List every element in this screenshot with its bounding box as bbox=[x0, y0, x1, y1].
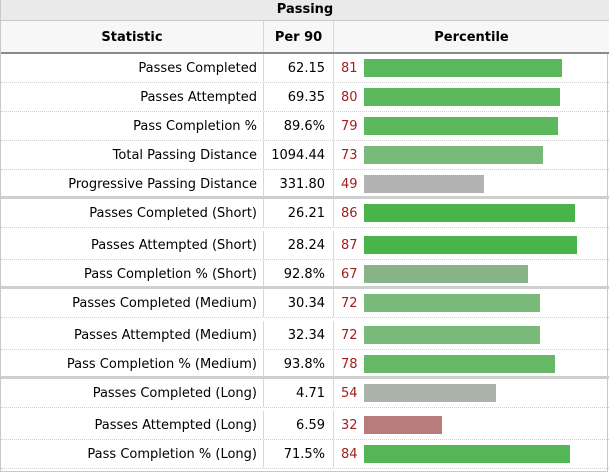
table-title: Passing bbox=[1, 0, 609, 21]
percentile-cell: 79 bbox=[334, 112, 609, 140]
header-statistic[interactable]: Statistic bbox=[1, 21, 264, 52]
percentile-bar bbox=[364, 175, 484, 193]
per90-value: 93.8% bbox=[264, 350, 334, 378]
table-row: Pass Completion % (Long) 71.5% 84 bbox=[1, 440, 609, 469]
per90-value: 69.35 bbox=[264, 83, 334, 111]
percentile-value: 81 bbox=[341, 60, 358, 76]
table-row: Passes Attempted (Long) 6.59 32 bbox=[1, 411, 609, 440]
percentile-cell: 81 bbox=[334, 54, 609, 82]
percentile-bar bbox=[364, 265, 528, 283]
percentile-bar bbox=[364, 59, 562, 77]
percentile-value: 87 bbox=[341, 237, 358, 253]
percentile-cell: 54 bbox=[334, 379, 609, 407]
percentile-cell: 84 bbox=[334, 440, 609, 468]
stat-name: Passes Attempted (Long) bbox=[1, 411, 264, 439]
per90-value: 92.8% bbox=[264, 260, 334, 288]
percentile-value: 80 bbox=[341, 89, 358, 105]
stat-name: Passes Completed (Short) bbox=[1, 199, 264, 227]
percentile-cell: 67 bbox=[334, 260, 609, 288]
percentile-cell: 80 bbox=[334, 83, 609, 111]
table-row: Passes Completed (Long) 4.71 54 bbox=[1, 376, 609, 408]
stat-name: Pass Completion % (Long) bbox=[1, 440, 264, 468]
percentile-value: 84 bbox=[341, 446, 358, 462]
stat-name: Passes Completed (Medium) bbox=[1, 289, 264, 317]
percentile-value: 72 bbox=[341, 295, 358, 311]
percentile-bar bbox=[364, 88, 560, 106]
stat-name: Progressive Passing Distance bbox=[1, 170, 264, 198]
per90-value: 1094.44 bbox=[264, 141, 334, 169]
percentile-value: 67 bbox=[341, 266, 358, 282]
table-row: Total Passing Distance 1094.44 73 bbox=[1, 141, 609, 170]
per90-value: 331.80 bbox=[264, 170, 334, 198]
header-per90[interactable]: Per 90 bbox=[264, 21, 334, 52]
percentile-cell: 78 bbox=[334, 350, 609, 378]
percentile-bar bbox=[364, 204, 575, 222]
percentile-cell: 86 bbox=[334, 199, 609, 227]
percentile-value: 86 bbox=[341, 205, 358, 221]
table-row: Passes Attempted (Short) 28.24 87 bbox=[1, 231, 609, 260]
stat-name: Pass Completion % (Short) bbox=[1, 260, 264, 288]
per90-value: 28.24 bbox=[264, 231, 334, 259]
stat-name: Passes Completed bbox=[1, 54, 264, 82]
table-row: Pass Completion % (Medium) 93.8% 78 bbox=[1, 350, 609, 379]
stat-name: Passes Attempted (Short) bbox=[1, 231, 264, 259]
percentile-cell: 73 bbox=[334, 141, 609, 169]
per90-value: 4.71 bbox=[264, 379, 334, 407]
percentile-bar bbox=[364, 445, 570, 463]
table-row: Pass Completion % 89.6% 79 bbox=[1, 112, 609, 141]
per90-value: 89.6% bbox=[264, 112, 334, 140]
percentile-cell: 49 bbox=[334, 170, 609, 198]
table-row: Pass Completion % (Short) 92.8% 67 bbox=[1, 260, 609, 289]
percentile-bar bbox=[364, 416, 442, 434]
percentile-cell: 87 bbox=[334, 231, 609, 259]
percentile-value: 78 bbox=[341, 356, 358, 372]
per90-value: 71.5% bbox=[264, 440, 334, 468]
percentile-value: 32 bbox=[341, 417, 358, 433]
percentile-cell: 72 bbox=[334, 321, 609, 349]
header-percentile[interactable]: Percentile bbox=[434, 30, 509, 45]
stat-name: Passes Attempted (Medium) bbox=[1, 321, 264, 349]
percentile-bar bbox=[364, 146, 543, 164]
stat-name: Total Passing Distance bbox=[1, 141, 264, 169]
table-header: Statistic Per 90 Percentile bbox=[1, 21, 609, 54]
table-row: Passes Attempted 69.35 80 bbox=[1, 83, 609, 112]
table-row: Passes Completed (Medium) 30.34 72 bbox=[1, 286, 609, 318]
percentile-bar bbox=[364, 294, 540, 312]
percentile-bar bbox=[364, 326, 540, 344]
stat-name: Pass Completion % (Medium) bbox=[1, 350, 264, 378]
per90-value: 26.21 bbox=[264, 199, 334, 227]
percentile-value: 72 bbox=[341, 327, 358, 343]
table-row: Passes Completed (Short) 26.21 86 bbox=[1, 196, 609, 228]
percentile-bar bbox=[364, 236, 577, 254]
per90-value: 62.15 bbox=[264, 54, 334, 82]
percentile-value: 49 bbox=[341, 176, 358, 192]
table-row: Progressive Passing Distance 331.80 49 bbox=[1, 170, 609, 199]
stat-name: Pass Completion % bbox=[1, 112, 264, 140]
percentile-value: 73 bbox=[341, 147, 358, 163]
table-row: Passes Attempted (Medium) 32.34 72 bbox=[1, 321, 609, 350]
per90-value: 32.34 bbox=[264, 321, 334, 349]
stat-name: Passes Attempted bbox=[1, 83, 264, 111]
percentile-cell: 72 bbox=[334, 289, 609, 317]
percentile-bar bbox=[364, 117, 558, 135]
percentile-bar bbox=[364, 384, 496, 402]
per90-value: 30.34 bbox=[264, 289, 334, 317]
per90-value: 6.59 bbox=[264, 411, 334, 439]
percentile-value: 54 bbox=[341, 385, 358, 401]
stat-name: Passes Completed (Long) bbox=[1, 379, 264, 407]
percentile-bar bbox=[364, 355, 555, 373]
percentile-cell: 32 bbox=[334, 411, 609, 439]
percentile-value: 79 bbox=[341, 118, 358, 134]
table-row: Passes Completed 62.15 81 bbox=[1, 54, 609, 83]
